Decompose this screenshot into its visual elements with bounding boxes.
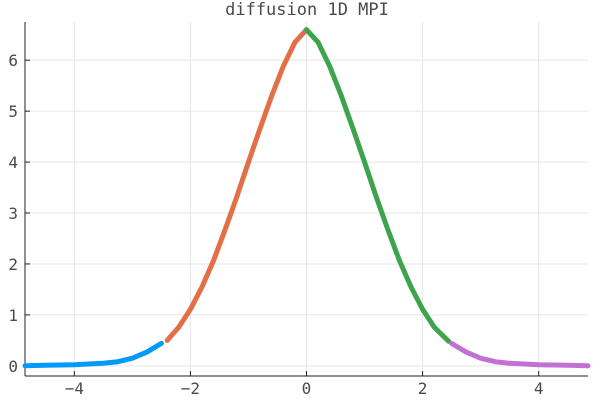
chart-title: diffusion 1D MPI [225, 0, 389, 20]
y-tick-label: 0 [8, 357, 18, 376]
x-tick-label: 4 [534, 379, 544, 398]
x-tick-label: 0 [302, 379, 312, 398]
y-tick-label: 6 [8, 51, 18, 70]
y-tick-label: 4 [8, 153, 18, 172]
x-tick-label: 2 [418, 379, 428, 398]
grid [25, 22, 588, 376]
y-tick-label: 1 [8, 306, 18, 325]
series-group [22, 27, 591, 369]
y-tick-label: 3 [8, 204, 18, 223]
series-line-2 [164, 27, 309, 343]
y-tick-label: 2 [8, 255, 18, 274]
tick-labels: −4 −2 0 2 4 0 1 2 3 4 5 6 [8, 51, 543, 398]
x-tick-label: −2 [181, 379, 200, 398]
series-line-1 [22, 340, 164, 369]
series-line-3 [304, 27, 452, 344]
series-line-4 [449, 340, 591, 369]
axes [24, 22, 588, 377]
y-tick-label: 5 [8, 102, 18, 121]
x-tick-label: −4 [65, 379, 84, 398]
